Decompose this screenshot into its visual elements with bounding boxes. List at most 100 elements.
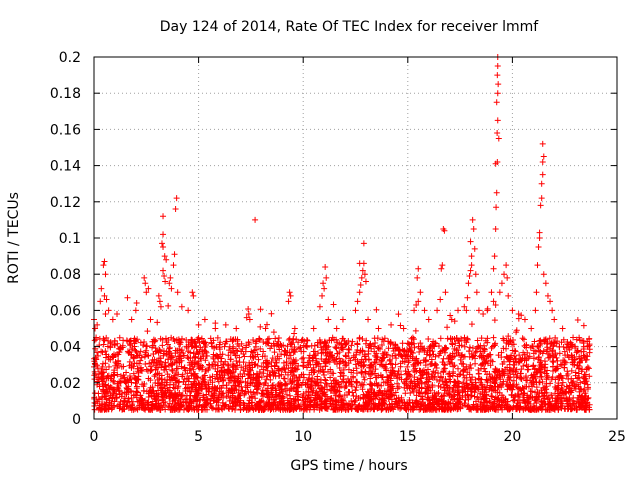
- data-point: [380, 395, 387, 402]
- data-point: [201, 340, 208, 347]
- data-point: [534, 262, 541, 269]
- data-point: [379, 395, 386, 402]
- data-point: [161, 273, 168, 280]
- data-point: [395, 311, 402, 318]
- data-point: [305, 392, 312, 399]
- data-point: [353, 384, 360, 391]
- data-point: [262, 325, 269, 332]
- data-point: [548, 392, 555, 399]
- data-point: [304, 377, 311, 384]
- data-point: [563, 383, 570, 390]
- data-point: [288, 379, 295, 386]
- data-point: [354, 341, 361, 348]
- data-point: [98, 401, 105, 408]
- data-point: [493, 189, 500, 196]
- data-point: [421, 307, 428, 314]
- data-point: [218, 364, 225, 371]
- data-point: [318, 386, 325, 393]
- data-point: [230, 363, 237, 370]
- data-point: [494, 158, 501, 165]
- data-point: [466, 406, 473, 413]
- data-point: [425, 335, 432, 342]
- data-point: [169, 368, 176, 375]
- data-point: [414, 274, 421, 281]
- data-point: [474, 406, 481, 413]
- data-point: [340, 335, 347, 342]
- data-point: [502, 396, 509, 403]
- data-point: [163, 256, 170, 263]
- data-point: [155, 393, 162, 400]
- data-point: [265, 340, 272, 347]
- data-point: [249, 404, 256, 411]
- data-point: [213, 343, 220, 350]
- data-point: [372, 359, 379, 366]
- data-point: [144, 328, 151, 335]
- data-point: [471, 352, 478, 359]
- data-point: [268, 310, 275, 317]
- data-point: [172, 206, 179, 213]
- tick-marks: [93, 56, 618, 420]
- y-tick-label: 0.08: [50, 267, 81, 283]
- data-point: [463, 307, 470, 314]
- data-point: [397, 322, 404, 329]
- data-point: [387, 369, 394, 376]
- data-point: [245, 311, 252, 318]
- data-point: [124, 294, 131, 301]
- data-point: [392, 342, 399, 349]
- data-point: [513, 374, 520, 381]
- data-point: [331, 377, 338, 384]
- data-point: [403, 355, 410, 362]
- data-point: [416, 348, 423, 355]
- data-point: [540, 271, 547, 278]
- data-point: [481, 365, 488, 372]
- data-point: [240, 400, 247, 407]
- data-point: [136, 352, 143, 359]
- data-point: [531, 338, 538, 345]
- data-point: [435, 370, 442, 377]
- data-point: [116, 345, 123, 352]
- data-point: [451, 362, 458, 369]
- data-point: [285, 371, 292, 378]
- data-point: [287, 352, 294, 359]
- data-point: [101, 258, 108, 265]
- data-point: [499, 406, 506, 413]
- data-points: [91, 54, 593, 413]
- data-point: [207, 335, 214, 342]
- data-point: [523, 362, 530, 369]
- data-point: [280, 342, 287, 349]
- data-point: [546, 352, 553, 359]
- data-point: [253, 374, 260, 381]
- data-point: [145, 352, 152, 359]
- data-point: [219, 390, 226, 397]
- data-point: [541, 395, 548, 402]
- data-point: [547, 298, 554, 305]
- data-point: [225, 352, 232, 359]
- data-point: [361, 376, 368, 383]
- data-point: [467, 267, 474, 274]
- data-point: [214, 334, 221, 341]
- data-point: [174, 289, 181, 296]
- data-point: [285, 399, 292, 406]
- data-point: [325, 358, 332, 365]
- data-point: [494, 117, 501, 124]
- data-point: [275, 340, 282, 347]
- data-point: [475, 343, 482, 350]
- data-point: [382, 364, 389, 371]
- data-point: [505, 354, 512, 361]
- data-point: [523, 373, 530, 380]
- data-point: [495, 394, 502, 401]
- data-point: [204, 385, 211, 392]
- data-point: [295, 388, 302, 395]
- data-point: [192, 394, 199, 401]
- data-point: [191, 371, 198, 378]
- x-tick-labels: 0 5 10 15 20 25: [90, 429, 626, 445]
- data-point: [523, 342, 530, 349]
- data-point: [512, 355, 519, 362]
- data-point: [92, 325, 99, 332]
- data-point: [342, 359, 349, 366]
- data-point: [208, 404, 215, 411]
- data-point: [154, 319, 161, 326]
- data-point: [149, 384, 156, 391]
- data-point: [111, 341, 118, 348]
- data-point: [554, 365, 561, 372]
